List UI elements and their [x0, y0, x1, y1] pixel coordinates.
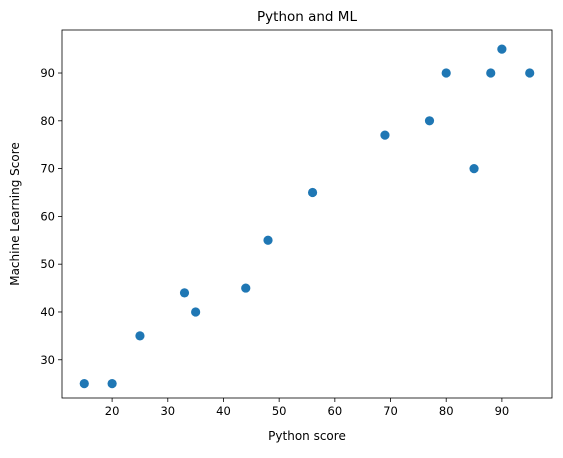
scatter-point	[179, 288, 190, 298]
x-tick-label: 70	[383, 404, 398, 418]
x-tick-label: 20	[105, 404, 120, 418]
y-tick-label: 40	[40, 305, 55, 319]
x-tick-label: 50	[272, 404, 287, 418]
y-tick-label: 90	[40, 66, 55, 80]
chart-title: Python and ML	[257, 9, 357, 25]
x-tick-label: 30	[160, 404, 175, 418]
x-tick-label: 40	[216, 404, 231, 418]
scatter-point	[307, 187, 318, 198]
x-axis-label: Python score	[268, 429, 346, 443]
scatter-point	[380, 130, 390, 140]
scatter-point	[241, 283, 251, 293]
scatter-point	[107, 379, 117, 389]
y-tick-label: 50	[40, 257, 55, 271]
y-tick-label: 80	[40, 114, 55, 128]
scatter-point	[525, 68, 535, 78]
scatter-point	[135, 331, 145, 341]
x-tick-label: 80	[439, 404, 454, 418]
y-tick-label: 30	[40, 353, 55, 367]
scatter-point	[486, 68, 496, 78]
x-axis-ticks: 20 30 40 50 60 70 80 90	[105, 398, 509, 418]
y-tick-label: 70	[40, 162, 55, 176]
y-axis-label: Machine Learning Score	[8, 142, 22, 286]
y-tick-label: 60	[40, 209, 55, 223]
y-axis-ticks: 30 40 50 60 70 80 90	[40, 66, 62, 367]
scatter-point	[79, 379, 89, 389]
scatter-point	[424, 116, 435, 126]
scatter-point	[191, 307, 201, 317]
plot-area	[79, 44, 535, 389]
scatter-point	[469, 163, 479, 174]
scatter-point	[497, 44, 507, 54]
scatter-point	[441, 68, 451, 78]
x-tick-label: 60	[328, 404, 343, 418]
scatter-point	[263, 235, 273, 245]
plot-frame	[61, 29, 553, 399]
x-tick-label: 90	[495, 404, 510, 418]
